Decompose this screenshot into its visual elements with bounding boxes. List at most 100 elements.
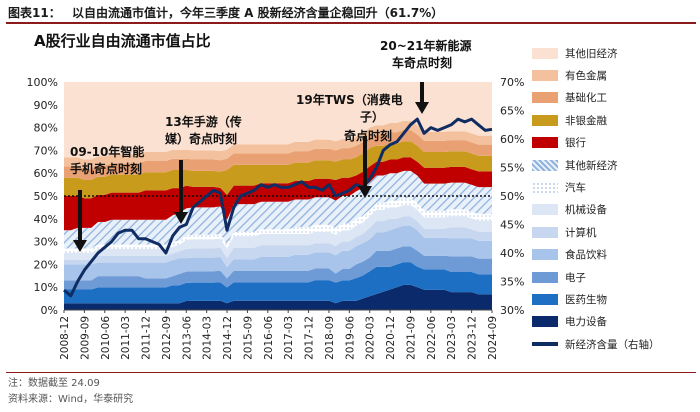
legend-swatch [532,293,558,305]
left-tick-label: 20% [34,258,58,271]
legend-swatch [532,159,558,171]
annotation-text: 奇点时刻 [344,128,392,143]
legend-item: 银行 [532,132,692,154]
legend-label: 汽车 [565,182,586,195]
figure-label: 图表11： [8,6,61,20]
x-tick-label: 2022-06 [426,316,438,360]
left-tick-label: 10% [34,281,58,294]
annotation-text: 媒）奇点时刻 [165,131,237,146]
x-tick-label: 2017-12 [304,316,316,360]
annotation-arrow-head [358,186,372,198]
chart-title: A股行业自由流通市值占比 [34,32,211,50]
x-tick-label: 2012-09 [161,316,173,360]
left-tick-label: 100% [27,76,58,89]
x-tick-label: 2014-03 [202,316,214,360]
legend-swatch [532,316,558,328]
x-tick-label: 2015-09 [242,316,254,360]
x-tick-label: 2020-03 [365,316,377,360]
x-tick-label: 2018-09 [324,316,336,360]
area-3 [64,246,492,290]
annotation-text: 子） [360,109,384,124]
note-source: 资料来源：Wind，华泰研究 [8,394,134,405]
legend-swatch [532,137,558,149]
annotation-text: 手机奇点时刻 [70,161,142,176]
x-tick-label: 2011-12 [141,316,153,360]
legend-label: 电力设备 [565,316,607,329]
annotation-text: 09-10年智能 [70,144,144,159]
area-2 [64,262,492,304]
x-tick-label: 2017-03 [283,316,295,360]
area-12 [64,120,492,169]
area-11 [64,129,492,180]
legend-item: 新经济含量（右轴） [532,333,692,355]
legend: 其他旧经济 有色金属 基础化工 非银金融 银行 其他新经济 汽车 机械设备 计算机 食品饮料 电子医… [532,42,692,355]
legend-swatch [532,249,558,261]
legend-item: 有色金属 [532,64,692,86]
right-tick-label: 60% [500,133,524,146]
left-tick-label: 0% [41,304,58,317]
legend-swatch [532,271,558,283]
x-tick-label: 2023-12 [467,316,479,360]
annotation-text: 13年手游（传 [165,114,242,129]
legend-item: 机械设备 [532,199,692,221]
stacked-areas [64,82,492,310]
x-tick-label: 2008-12 [59,316,71,360]
right-tick-label: 50% [500,190,524,203]
right-tick-label: 35% [500,276,524,289]
legend-item: 非银金融 [532,109,692,131]
line-series [63,117,493,298]
right-tick-label: 55% [500,162,524,175]
figure-title: 以自由流通市值计，今年三季度 A 股新经济含量企稳回升（61.7%） [72,6,444,20]
area-10 [64,141,492,199]
x-tick-label: 2016-06 [263,316,275,360]
x-tick-label: 2013-06 [181,316,193,360]
x-tick-label: 2020-12 [385,316,397,360]
right-tick-label: 65% [500,105,524,118]
left-tick-label: 70% [34,144,58,157]
area-9 [64,157,492,231]
annotation-arrow-head [415,102,429,114]
legend-item: 其他新经济 [532,154,692,176]
annotation-text: 19年TWS（消费电 [296,92,403,107]
footer-rule [6,372,696,373]
legend-item: 其他旧经济 [532,42,692,64]
area-1 [64,284,492,310]
legend-swatch [532,182,558,194]
x-tick-label: 2021-09 [405,316,417,360]
legend-swatch [532,342,558,347]
new-economy-line [63,117,493,298]
legend-item: 电子 [532,266,692,288]
area-6 [64,205,492,260]
left-tick-label: 90% [34,99,58,112]
right-tick-label: 40% [500,247,524,260]
chart-area: A股行业自由流通市值占比 0% 10% 20% 30% 40% 50% 60% 70% 80% 9… [27,32,525,360]
legend-swatch [532,47,558,59]
annotation-arrow-head [73,240,87,252]
left-tick-label: 30% [34,236,58,249]
legend-label: 电子 [565,271,586,284]
annotation-arrow-head [174,212,188,224]
area-5 [64,216,492,268]
legend-label: 机械设备 [565,204,607,217]
legend-item: 电力设备 [532,311,692,333]
legend-swatch [532,204,558,216]
right-tick-label: 30% [500,304,524,317]
legend-item: 计算机 [532,221,692,243]
legend-label: 银行 [565,137,586,150]
legend-label: 其他旧经济 [565,47,618,60]
area-4 [64,225,492,281]
legend-item: 汽车 [532,176,692,198]
x-tick-label: 2009-09 [79,316,91,360]
header-rule [6,22,696,24]
right-tick-label: 70% [500,76,524,89]
x-tick-label: 2024-09 [487,316,499,360]
area-8 [64,170,492,249]
right-tick-label: 45% [500,219,524,232]
legend-label: 其他新经济 [565,159,618,172]
note-date: 注：数据截至 24.09 [8,378,100,389]
legend-swatch [532,70,558,82]
x-tick-label: 2019-06 [344,316,356,360]
annotation-text: 车奇点时刻 [392,55,452,70]
legend-label: 医药生物 [565,293,607,306]
